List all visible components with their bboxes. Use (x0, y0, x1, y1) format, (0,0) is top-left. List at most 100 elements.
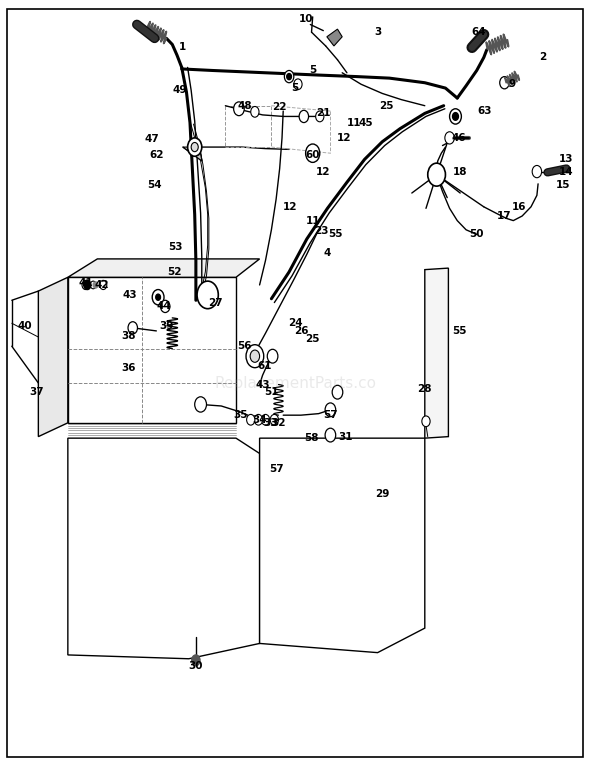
Text: 31: 31 (338, 431, 352, 442)
Text: 17: 17 (497, 211, 512, 221)
Circle shape (100, 280, 107, 290)
Polygon shape (38, 277, 68, 437)
Circle shape (428, 163, 445, 186)
Circle shape (332, 385, 343, 399)
Circle shape (316, 111, 324, 122)
Circle shape (191, 142, 198, 152)
Circle shape (192, 655, 200, 666)
Text: 33: 33 (263, 417, 277, 428)
Text: 53: 53 (169, 241, 183, 252)
Text: 36: 36 (122, 362, 136, 373)
Text: 52: 52 (167, 267, 181, 277)
Polygon shape (425, 268, 448, 438)
Text: 56: 56 (238, 341, 252, 352)
Text: 12: 12 (337, 133, 352, 143)
Circle shape (152, 290, 164, 305)
Circle shape (82, 280, 89, 290)
Circle shape (195, 397, 206, 412)
Text: 22: 22 (272, 102, 286, 113)
Text: 26: 26 (294, 326, 308, 336)
Text: 47: 47 (145, 134, 159, 145)
Text: 39: 39 (159, 320, 173, 331)
Text: 18: 18 (453, 167, 467, 178)
Text: 55: 55 (452, 326, 466, 336)
Circle shape (500, 77, 509, 89)
Text: 50: 50 (470, 228, 484, 239)
Circle shape (532, 165, 542, 178)
Text: 30: 30 (189, 661, 203, 672)
Circle shape (267, 349, 278, 363)
Polygon shape (183, 147, 202, 161)
Circle shape (84, 280, 91, 290)
Text: 12: 12 (316, 167, 330, 178)
Polygon shape (68, 438, 260, 659)
Polygon shape (68, 277, 236, 423)
Polygon shape (68, 259, 260, 277)
Circle shape (90, 281, 96, 289)
Circle shape (450, 109, 461, 124)
Text: 60: 60 (306, 149, 320, 160)
Circle shape (250, 350, 260, 362)
Text: 11: 11 (347, 117, 361, 128)
Text: 44: 44 (157, 301, 172, 312)
Text: 42: 42 (94, 280, 109, 290)
Circle shape (284, 70, 294, 83)
Circle shape (156, 294, 160, 300)
Text: 2: 2 (539, 52, 546, 63)
Circle shape (422, 416, 430, 427)
Text: 41: 41 (78, 278, 93, 289)
Text: 58: 58 (304, 433, 319, 444)
Text: 10: 10 (299, 14, 313, 25)
Circle shape (251, 106, 259, 117)
Circle shape (294, 79, 302, 90)
Text: 5: 5 (291, 83, 299, 93)
Text: 54: 54 (148, 180, 162, 191)
Polygon shape (327, 29, 342, 46)
Text: 9: 9 (509, 79, 516, 90)
Circle shape (188, 138, 202, 156)
Circle shape (246, 345, 264, 368)
Text: 15: 15 (556, 180, 571, 191)
Text: 16: 16 (512, 201, 526, 212)
Text: 28: 28 (418, 384, 432, 394)
Text: 40: 40 (18, 320, 32, 331)
Text: ReplacementParts.co: ReplacementParts.co (214, 375, 376, 391)
Text: 11: 11 (306, 215, 320, 226)
Text: 55: 55 (328, 228, 342, 239)
Text: 34: 34 (253, 414, 267, 425)
Text: 46: 46 (452, 133, 466, 143)
Circle shape (247, 414, 255, 425)
Text: 57: 57 (269, 463, 283, 474)
Circle shape (299, 110, 309, 123)
Circle shape (254, 414, 263, 425)
Text: 38: 38 (122, 330, 136, 341)
Circle shape (160, 300, 170, 313)
Circle shape (453, 113, 458, 120)
Text: 32: 32 (271, 417, 286, 428)
Text: 61: 61 (257, 361, 271, 372)
Text: 21: 21 (316, 108, 330, 119)
Text: 25: 25 (379, 100, 394, 111)
Text: 35: 35 (234, 410, 248, 421)
Text: 5: 5 (309, 65, 316, 76)
Circle shape (261, 414, 270, 425)
Text: 27: 27 (208, 297, 222, 308)
Circle shape (197, 281, 218, 309)
Text: 57: 57 (323, 410, 337, 421)
Text: 45: 45 (359, 117, 373, 128)
Text: 37: 37 (30, 387, 44, 398)
Text: 62: 62 (149, 149, 163, 160)
Text: 29: 29 (375, 489, 389, 499)
Text: 13: 13 (559, 154, 573, 165)
Circle shape (287, 74, 291, 80)
Text: 23: 23 (314, 226, 329, 237)
Circle shape (128, 322, 137, 334)
Text: 43: 43 (123, 290, 137, 300)
Text: 12: 12 (283, 201, 297, 212)
Circle shape (306, 144, 320, 162)
Text: 14: 14 (559, 167, 573, 178)
Circle shape (93, 282, 98, 288)
Text: 4: 4 (324, 247, 331, 258)
Circle shape (234, 102, 244, 116)
Text: 43: 43 (255, 379, 270, 390)
